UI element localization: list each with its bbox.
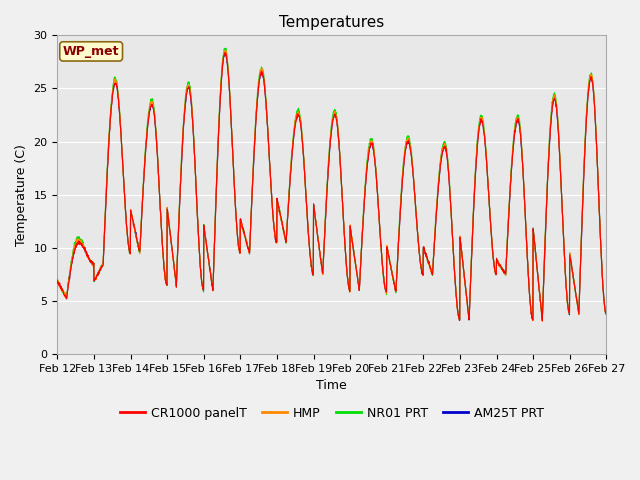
Legend: CR1000 panelT, HMP, NR01 PRT, AM25T PRT: CR1000 panelT, HMP, NR01 PRT, AM25T PRT bbox=[115, 402, 549, 425]
Y-axis label: Temperature (C): Temperature (C) bbox=[15, 144, 28, 246]
Text: WP_met: WP_met bbox=[63, 45, 120, 58]
Title: Temperatures: Temperatures bbox=[279, 15, 385, 30]
X-axis label: Time: Time bbox=[317, 379, 348, 392]
